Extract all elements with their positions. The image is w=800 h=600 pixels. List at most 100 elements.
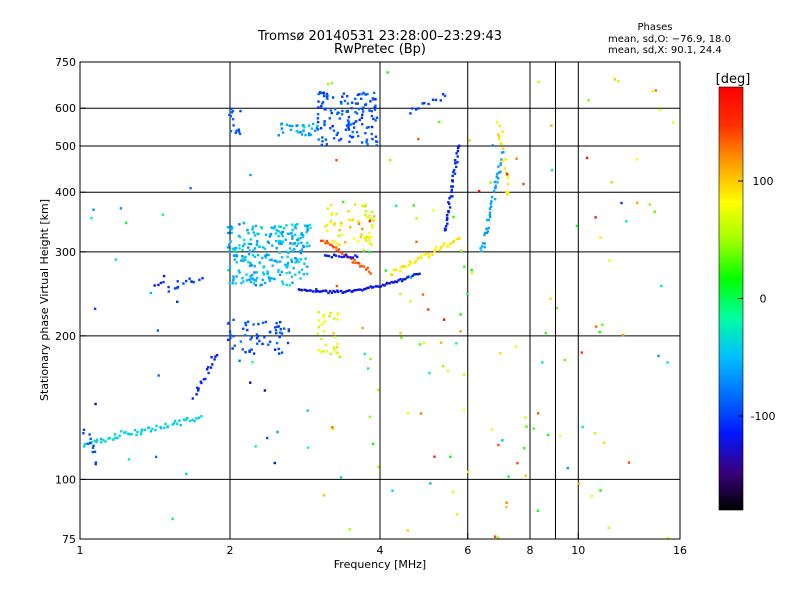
data-point [299,251,303,255]
data-point [333,107,337,111]
data-point [228,282,231,285]
data-point [247,261,250,264]
data-point [83,442,87,446]
data-point [399,278,402,281]
data-point [325,143,328,146]
data-point [658,108,661,112]
data-point [327,254,331,258]
data-point [304,257,307,260]
data-point [90,216,93,220]
data-point [434,248,437,251]
data-point [360,116,364,119]
data-point [306,409,309,412]
data-point [386,71,389,74]
data-point [355,120,358,123]
data-point [262,273,266,276]
data-point [332,332,335,335]
data-point [364,132,367,135]
data-point [325,92,329,96]
data-point [251,360,254,364]
data-point [507,191,510,194]
data-point [93,450,97,453]
data-point [361,264,364,268]
data-point [364,203,367,207]
data-point [451,185,455,188]
data-point [363,236,367,239]
data-point [500,158,503,161]
data-point [93,439,96,443]
data-point [450,188,454,191]
data-point [486,230,489,233]
data-point [279,328,282,331]
data-point [348,140,351,143]
data-point [197,416,201,420]
data-point [357,135,360,138]
data-point [331,124,334,128]
data-point [503,167,507,170]
data-point [419,256,423,259]
data-point [450,241,453,245]
data-point [446,216,449,220]
data-point [233,258,236,261]
data-point [666,361,669,364]
data-point [211,363,214,366]
data-point [344,290,348,293]
data-point [522,182,525,186]
data-point [232,124,235,127]
data-point [537,80,540,84]
data-point [288,124,291,127]
data-point [276,325,279,328]
data-point [483,233,486,237]
data-point [370,223,373,227]
data-point [353,289,356,292]
data-point [431,98,435,101]
data-point [247,253,251,256]
data-point [286,255,289,258]
data-point [505,501,508,504]
data-point [340,224,343,227]
data-point [91,450,94,454]
data-point [356,102,359,105]
data-point [550,168,554,172]
data-point [361,326,364,330]
data-point [255,337,259,340]
data-point [328,314,331,318]
data-point [201,277,204,280]
data-point [266,270,269,273]
data-point [336,242,339,245]
data-point [498,124,501,128]
data-point [290,260,294,263]
data-point [241,277,244,280]
data-point [333,348,336,352]
data-point [296,223,299,226]
data-point [324,138,328,141]
data-point [260,227,264,230]
data-point [500,142,504,145]
data-point [328,243,332,246]
data-point [482,242,485,245]
data-point [297,131,300,134]
data-point [337,255,341,258]
data-point [414,273,418,276]
data-point [340,221,343,224]
data-point [263,389,267,392]
data-point [89,441,92,445]
data-point [254,445,257,448]
data-point [316,120,320,124]
data-point [648,203,651,206]
data-point [441,244,445,248]
data-point [657,354,660,358]
data-point [275,247,278,250]
data-point [246,320,250,323]
data-point [290,275,294,279]
data-point [279,225,282,228]
data-point [314,290,317,293]
data-point [299,288,302,291]
data-point [467,470,470,474]
data-point [299,236,302,240]
data-point [340,233,343,237]
data-point [191,397,194,400]
data-point [365,268,368,271]
data-point [291,223,294,226]
data-point [439,246,443,249]
